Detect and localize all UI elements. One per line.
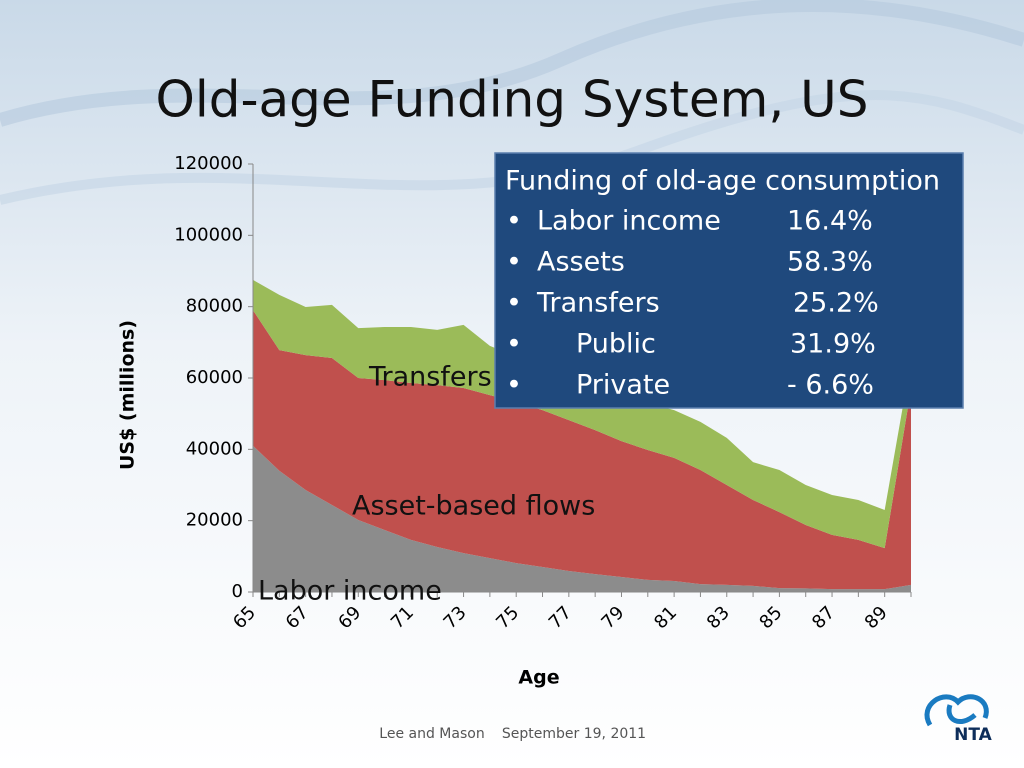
- y-tick-label: 100000: [174, 224, 243, 245]
- series-annotation: Transfers: [368, 362, 492, 393]
- y-tick-label: 80000: [186, 296, 243, 317]
- info-label: Assets: [537, 247, 625, 278]
- logo-mark: [924, 694, 989, 727]
- x-axis-label: Age: [518, 667, 559, 689]
- y-tick-label: 60000: [186, 367, 243, 388]
- info-value: - 6.6%: [787, 370, 874, 401]
- series-annotation: Asset-based flows: [352, 491, 595, 522]
- bullet: •: [506, 206, 522, 237]
- footer-date: September 19, 2011: [502, 726, 646, 742]
- bullet: •: [506, 247, 522, 278]
- info-box-background: [494, 152, 964, 409]
- background-swoosh: [0, 0, 1024, 127]
- info-label: Public: [576, 329, 656, 360]
- info-label: Labor income: [537, 206, 721, 237]
- footer-authors: Lee and Mason: [379, 726, 484, 742]
- y-tick-label: 120000: [174, 153, 243, 174]
- slide-title: Old-age Funding System, US: [156, 71, 869, 129]
- y-axis-label: US$ (millions): [117, 320, 139, 470]
- info-label: Private: [576, 370, 670, 401]
- info-box: Funding of old-age consumption • Labor i…: [494, 152, 964, 409]
- info-label: Transfers: [536, 288, 660, 319]
- info-value: 31.9%: [790, 329, 876, 360]
- bullet: •: [506, 370, 522, 401]
- info-box-title: Funding of old-age consumption: [505, 166, 940, 197]
- logo-text: NTA: [954, 725, 993, 745]
- bullet: •: [506, 329, 522, 360]
- bullet: •: [506, 288, 522, 319]
- info-value: 16.4%: [787, 206, 873, 237]
- area: [253, 310, 911, 590]
- info-value: 25.2%: [793, 288, 879, 319]
- area: [253, 445, 911, 592]
- y-tick-label: 40000: [186, 438, 243, 459]
- info-value: 58.3%: [787, 247, 873, 278]
- y-tick-label: 0: [232, 581, 243, 602]
- area: [253, 279, 911, 549]
- series-annotation: Labor income: [258, 576, 442, 607]
- logo: NTA: [924, 694, 993, 745]
- y-tick-label: 20000: [186, 510, 243, 531]
